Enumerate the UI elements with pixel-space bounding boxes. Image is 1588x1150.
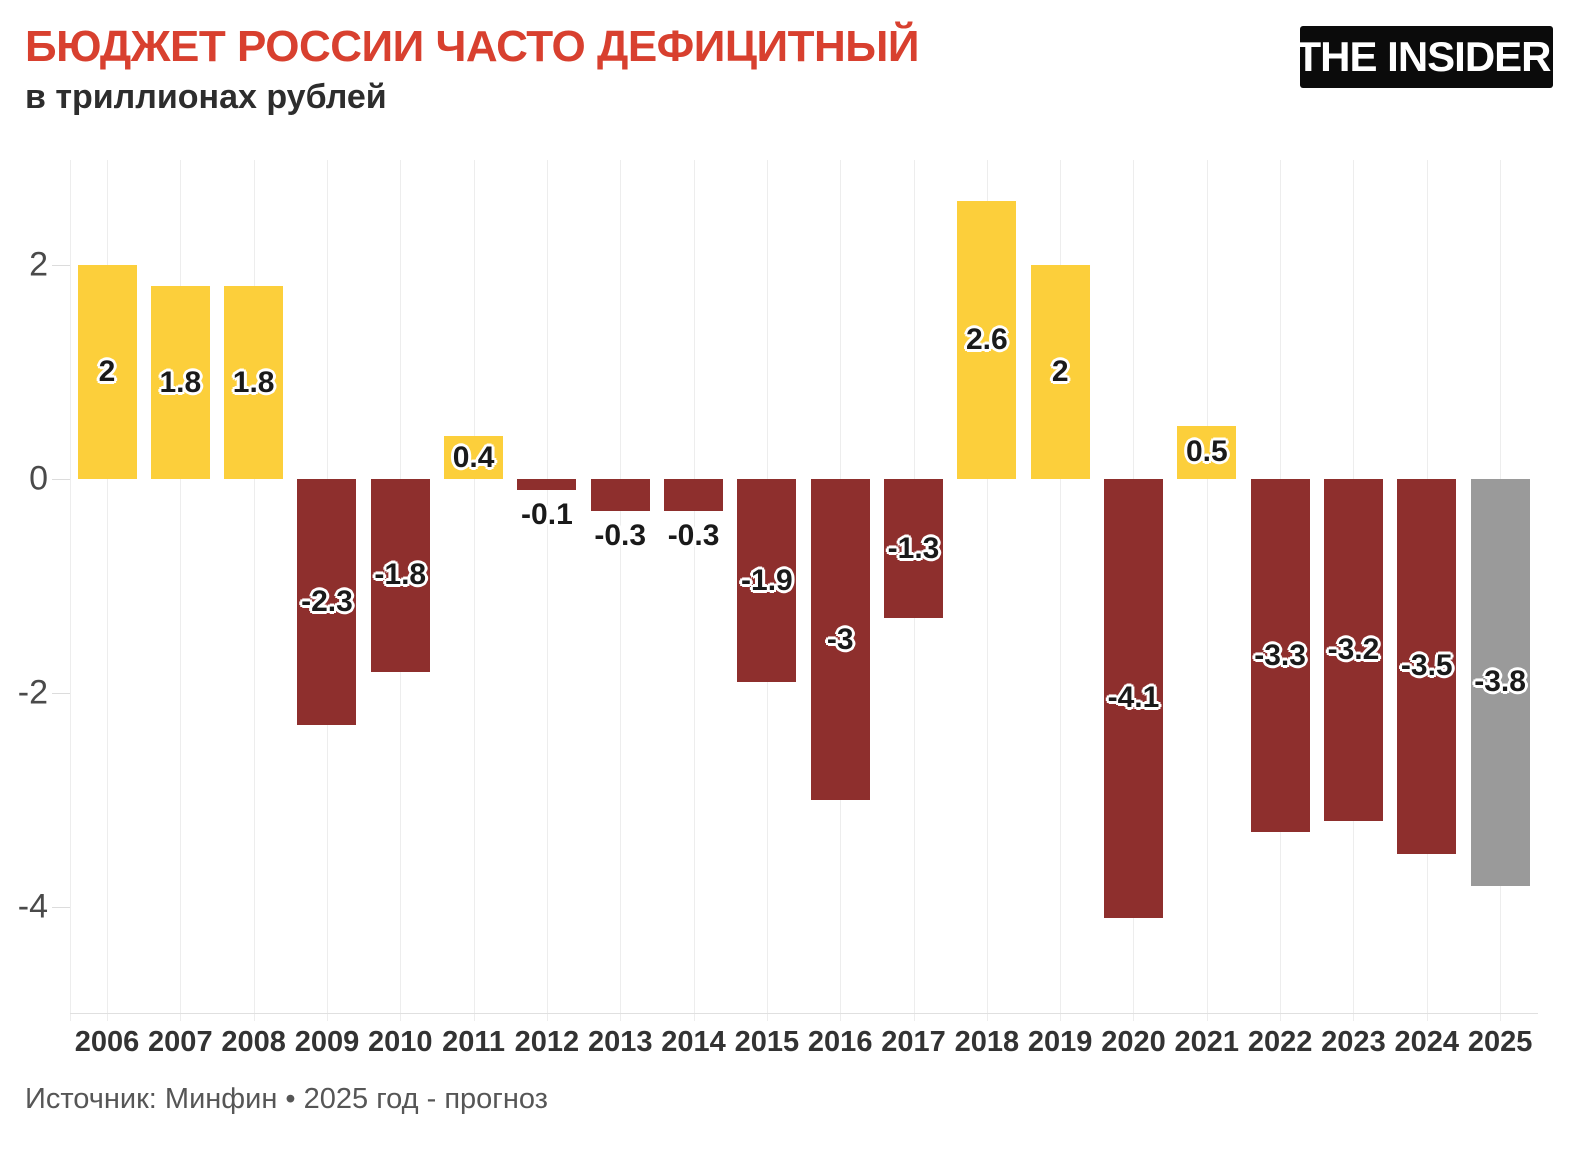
x-axis-label-2012: 2012 [514, 1026, 580, 1058]
bar-value-label-2015: -1.9 [741, 563, 793, 597]
x-axis-label-2018: 2018 [954, 1026, 1020, 1058]
bar-value-label-2022: -3.3 [1254, 638, 1306, 672]
bar-value-label-2009: -2.3 [301, 585, 353, 619]
y-axis-label-0: 0 [29, 459, 48, 498]
gridline-2018 [986, 160, 988, 1021]
gridline-2006 [107, 160, 108, 1021]
y-axis-line [70, 160, 71, 1021]
bar-value-label-2007: 1.8 [159, 365, 202, 399]
x-axis-label-2009: 2009 [294, 1026, 360, 1058]
bar-2006 [77, 265, 137, 479]
x-axis-line [70, 1013, 1538, 1014]
gridline-2014 [693, 160, 695, 1021]
gridline-2021 [1206, 160, 1208, 1021]
x-axis-label-2017: 2017 [881, 1026, 946, 1058]
bar-value-label-2025: -3.8 [1474, 665, 1526, 699]
x-axis-label-2015: 2015 [734, 1026, 800, 1058]
x-axis-label-2021: 2021 [1174, 1026, 1240, 1058]
bar-2020 [1103, 479, 1163, 918]
gridline-2008 [253, 160, 255, 1021]
x-axis-label-2016: 2016 [807, 1026, 873, 1058]
bar-2018 [957, 200, 1017, 479]
x-axis-label-2014: 2014 [661, 1026, 726, 1058]
chart-subtitle: в триллионах рублей [25, 78, 387, 116]
bar-value-label-2023: -3.2 [1327, 633, 1380, 667]
bar-value-label-2016: -3 [826, 622, 854, 656]
bar-value-label-2012: -0.1 [521, 497, 573, 531]
source-note: Источник: Минфин • 2025 год - прогноз [25, 1083, 548, 1115]
x-axis-label-2011: 2011 [442, 1026, 506, 1058]
bar-2011 [444, 436, 504, 479]
bar-2023 [1323, 479, 1383, 822]
x-axis-label-2007: 2007 [148, 1026, 213, 1058]
x-axis-label-2022: 2022 [1247, 1026, 1313, 1058]
y-axis-label--4: -4 [17, 887, 48, 926]
bar-2016 [810, 479, 870, 800]
x-axis-label-2008: 2008 [221, 1026, 286, 1058]
bar-2014 [664, 479, 724, 512]
gridline-2012 [546, 160, 548, 1021]
y-axis-label--2: -2 [17, 673, 48, 712]
bar-2022 [1250, 479, 1310, 833]
bar-2015 [737, 479, 797, 683]
gridline-2013 [620, 160, 622, 1021]
bar-2017 [884, 479, 944, 619]
x-axis-label-2019: 2019 [1027, 1026, 1093, 1058]
bar-2021 [1177, 425, 1237, 479]
bar-value-label-2018: 2.6 [965, 322, 1008, 356]
bar-2024 [1397, 479, 1457, 854]
y-tick-mark-0 [52, 479, 70, 480]
x-axis-label-2023: 2023 [1321, 1026, 1386, 1058]
bar-value-label-2019: 2 [1051, 355, 1069, 388]
bar-2008 [224, 286, 284, 479]
gridline-2011 [473, 160, 475, 1021]
x-axis-label-2013: 2013 [587, 1026, 653, 1058]
gridline-2007 [180, 160, 182, 1021]
y-tick-mark-2 [52, 265, 70, 266]
bar-2010 [370, 479, 430, 672]
bar-value-label-2024: -3.5 [1400, 649, 1453, 683]
bar-value-label-2008: 1.8 [232, 365, 275, 399]
the-insider-logo: THE INSIDER [1295, 26, 1553, 88]
bar-value-label-2011: 0.4 [452, 440, 495, 474]
bar-value-label-2014: -0.3 [667, 519, 720, 553]
y-axis-label-2: 2 [29, 245, 48, 284]
x-axis-label-2024: 2024 [1394, 1026, 1460, 1058]
x-axis-label-2020: 2020 [1101, 1026, 1166, 1058]
bar-value-label-2020: -4.1 [1107, 681, 1160, 715]
bar-2012 [517, 479, 577, 490]
bar-value-label-2017: -1.3 [887, 531, 940, 565]
bar-2009 [297, 479, 357, 726]
logo-text: THE INSIDER [1295, 33, 1551, 80]
bar-2025 [1470, 479, 1530, 886]
bar-2007 [150, 286, 210, 479]
bar-2013 [590, 479, 650, 512]
x-axis-label-2006: 2006 [74, 1026, 140, 1058]
y-tick-mark--2 [52, 693, 70, 694]
bar-2019 [1030, 265, 1090, 479]
y-tick-mark--4 [52, 907, 70, 908]
gridline-2019 [1060, 160, 1062, 1021]
bar-value-label-2013: -0.3 [594, 519, 647, 553]
bar-value-label-2006: 2 [98, 355, 116, 388]
x-axis-label-2010: 2010 [368, 1026, 433, 1058]
chart-title: БЮДЖЕТ РОССИИ ЧАСТО ДЕФИЦИТНЫЙ [25, 22, 919, 71]
x-axis-label-2025: 2025 [1467, 1026, 1533, 1058]
bar-value-label-2010: -1.8 [374, 558, 427, 592]
bar-value-label-2021: 0.5 [1185, 435, 1228, 469]
